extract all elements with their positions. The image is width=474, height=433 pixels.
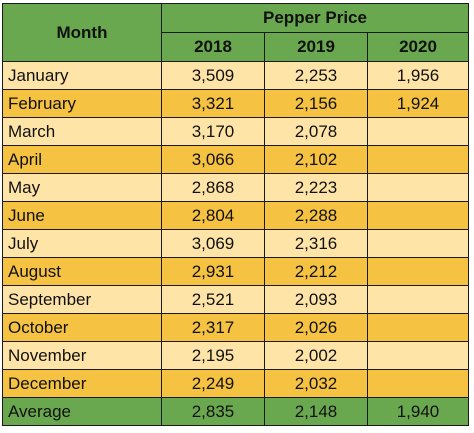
pepper-price-group-header: Pepper Price bbox=[161, 3, 469, 33]
table-row: March 3,170 2,078 bbox=[2, 117, 469, 146]
month-column-header: Month bbox=[2, 3, 162, 62]
year-header-2019: 2019 bbox=[264, 32, 368, 62]
value-cell-2020 bbox=[367, 257, 469, 286]
value-cell-2018: 2,195 bbox=[161, 341, 265, 370]
month-cell: May bbox=[2, 173, 162, 202]
average-2019: 2,148 bbox=[264, 397, 368, 426]
value-cell-2019: 2,212 bbox=[264, 257, 368, 286]
table-row: August 2,931 2,212 bbox=[2, 257, 469, 286]
year-header-2020: 2020 bbox=[367, 32, 469, 62]
average-label: Average bbox=[2, 397, 162, 426]
header-row-years: 2018 2019 2020 bbox=[3, 32, 469, 62]
value-cell-2018: 3,066 bbox=[161, 145, 265, 174]
month-cell: August bbox=[2, 257, 162, 286]
value-cell-2018: 2,868 bbox=[161, 173, 265, 202]
month-cell: October bbox=[2, 313, 162, 342]
table-row: February 3,321 2,156 1,924 bbox=[2, 89, 469, 118]
month-cell: April bbox=[2, 145, 162, 174]
value-cell-2019: 2,032 bbox=[264, 369, 368, 398]
value-cell-2018: 3,069 bbox=[161, 229, 265, 258]
header-row-top: Month Pepper Price bbox=[2, 3, 469, 62]
value-cell-2018: 2,249 bbox=[161, 369, 265, 398]
value-cell-2018: 3,170 bbox=[161, 117, 265, 146]
value-cell-2018: 2,521 bbox=[161, 285, 265, 314]
pepper-price-table: Month Pepper Price 2018 2019 2020 Januar… bbox=[2, 3, 469, 426]
value-cell-2020 bbox=[367, 313, 469, 342]
value-cell-2019: 2,223 bbox=[264, 173, 368, 202]
table-body: January 3,509 2,253 1,956 February 3,321 2,156… bbox=[2, 61, 469, 398]
value-cell-2020 bbox=[367, 341, 469, 370]
table-row: June 2,804 2,288 bbox=[2, 201, 469, 230]
month-cell: November bbox=[2, 341, 162, 370]
average-row: Average 2,835 2,148 1,940 bbox=[2, 397, 469, 426]
value-cell-2018: 2,317 bbox=[161, 313, 265, 342]
year-header-2018: 2018 bbox=[161, 32, 265, 62]
value-cell-2019: 2,156 bbox=[264, 89, 368, 118]
value-cell-2019: 2,002 bbox=[264, 341, 368, 370]
value-cell-2019: 2,253 bbox=[264, 61, 368, 90]
value-cell-2020 bbox=[367, 117, 469, 146]
month-cell: September bbox=[2, 285, 162, 314]
value-cell-2019: 2,316 bbox=[264, 229, 368, 258]
value-cell-2020 bbox=[367, 145, 469, 174]
table-row: April 3,066 2,102 bbox=[2, 145, 469, 174]
month-cell: July bbox=[2, 229, 162, 258]
month-cell: June bbox=[2, 201, 162, 230]
table-row: July 3,069 2,316 bbox=[2, 229, 469, 258]
value-cell-2018: 2,931 bbox=[161, 257, 265, 286]
average-2020: 1,940 bbox=[367, 397, 469, 426]
average-2018: 2,835 bbox=[161, 397, 265, 426]
month-cell: January bbox=[2, 61, 162, 90]
value-cell-2020: 1,956 bbox=[367, 61, 469, 90]
value-cell-2020 bbox=[367, 285, 469, 314]
value-cell-2020 bbox=[367, 201, 469, 230]
month-cell: March bbox=[2, 117, 162, 146]
value-cell-2018: 3,321 bbox=[161, 89, 265, 118]
value-cell-2020 bbox=[367, 229, 469, 258]
value-cell-2020 bbox=[367, 173, 469, 202]
month-cell: February bbox=[2, 89, 162, 118]
value-cell-2019: 2,078 bbox=[264, 117, 368, 146]
value-cell-2019: 2,102 bbox=[264, 145, 368, 174]
table-row: May 2,868 2,223 bbox=[2, 173, 469, 202]
value-cell-2020: 1,924 bbox=[367, 89, 469, 118]
table-row: September 2,521 2,093 bbox=[2, 285, 469, 314]
table-row: November 2,195 2,002 bbox=[2, 341, 469, 370]
table-row: December 2,249 2,032 bbox=[2, 369, 469, 398]
value-cell-2019: 2,288 bbox=[264, 201, 368, 230]
value-cell-2020 bbox=[367, 369, 469, 398]
value-cell-2018: 2,804 bbox=[161, 201, 265, 230]
month-cell: December bbox=[2, 369, 162, 398]
table-row: January 3,509 2,253 1,956 bbox=[2, 61, 469, 90]
table-row: October 2,317 2,026 bbox=[2, 313, 469, 342]
value-cell-2019: 2,093 bbox=[264, 285, 368, 314]
value-cell-2019: 2,026 bbox=[264, 313, 368, 342]
value-cell-2018: 3,509 bbox=[161, 61, 265, 90]
